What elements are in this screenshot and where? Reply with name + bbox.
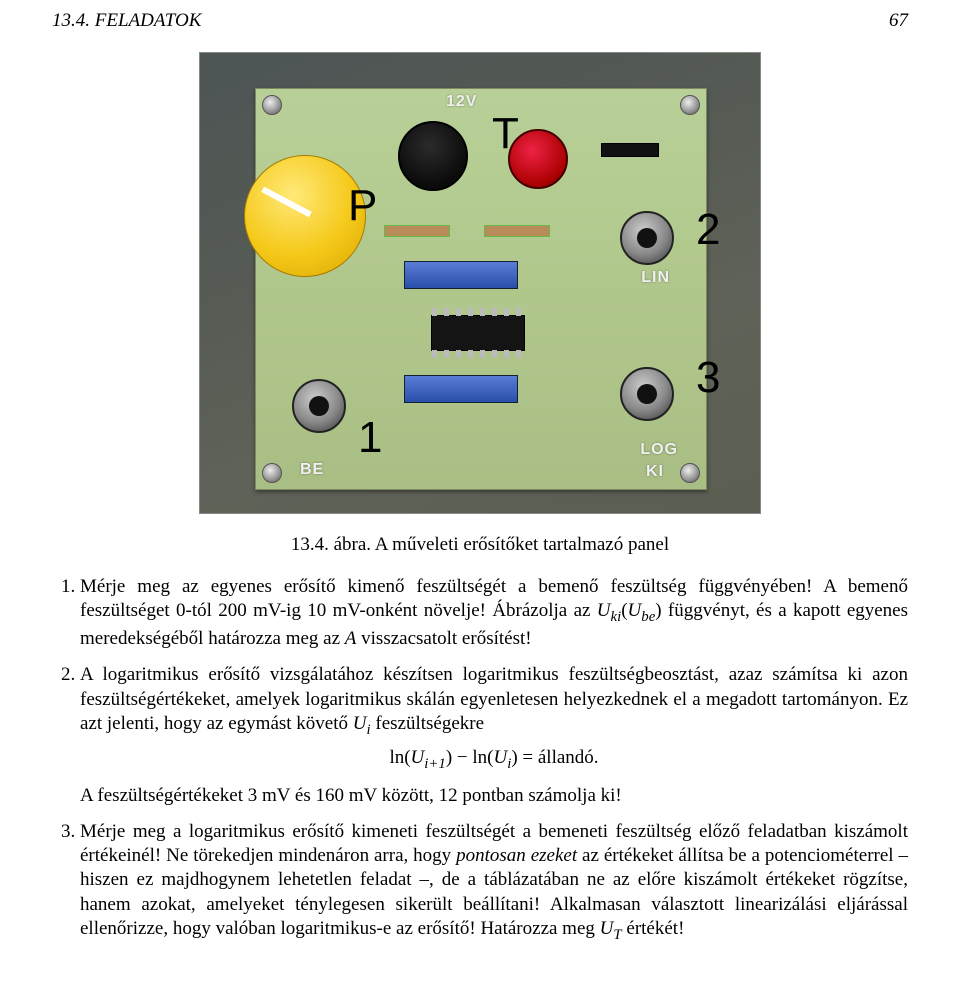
- page-number: 67: [889, 10, 908, 32]
- task-2-text-b: feszültségekre: [371, 713, 484, 734]
- ic-chip: [431, 315, 525, 351]
- task-2-equation: ln(Ui+1) − ln(Ui) = állandó.: [80, 746, 908, 774]
- overlay-P: P: [348, 181, 377, 231]
- screw-icon: [680, 95, 700, 115]
- trimmer-top: [404, 261, 518, 289]
- var-UT: UT: [600, 918, 622, 939]
- overlay-2: 2: [696, 205, 720, 255]
- task-1-end: visszacsatolt erősítést!: [356, 628, 531, 649]
- task-2: A logaritmikus erősítő vizsgálatához kés…: [80, 663, 908, 807]
- bnc-lin: [620, 211, 674, 265]
- var-A: A: [345, 628, 357, 649]
- task-3-text-c: értékét!: [622, 918, 685, 939]
- overlay-1: 1: [358, 413, 382, 463]
- resistor-icon: [484, 225, 550, 237]
- figure-caption: 13.4. ábra. A műveleti erősítőket tartal…: [291, 534, 669, 556]
- task-2-text-c: A feszültségértékeket 3 mV és 160 mV köz…: [80, 785, 622, 806]
- trimmer-bottom: [404, 375, 518, 403]
- silk-ki: KI: [646, 463, 664, 481]
- figure-13-4: 12V LIN BE LOG KI: [52, 52, 908, 556]
- silk-lin: LIN: [641, 269, 670, 287]
- silk-log: LOG: [640, 441, 678, 459]
- var-Ube: Ube: [628, 600, 656, 621]
- silk-be: BE: [300, 461, 324, 479]
- silk-12v: 12V: [446, 93, 477, 111]
- screw-icon: [262, 463, 282, 483]
- bnc-log: [620, 367, 674, 421]
- black-jack-icon: [398, 121, 468, 191]
- task-1: Mérje meg az egyenes erősítő kimenő fesz…: [80, 575, 908, 651]
- bnc-be: [292, 379, 346, 433]
- screw-icon: [262, 95, 282, 115]
- diode-icon: [601, 143, 659, 157]
- overlay-3: 3: [696, 353, 720, 403]
- overlay-T: T: [492, 109, 519, 159]
- task-2-text-a: A logaritmikus erősítő vizsgálatához kés…: [80, 664, 908, 734]
- resistor-icon: [384, 225, 450, 237]
- task-3: Mérje meg a logaritmikus erősítő kimenet…: [80, 820, 908, 945]
- var-Uki: Uki: [597, 600, 621, 621]
- header-section: 13.4. FELADATOK: [52, 10, 201, 32]
- task-list: Mérje meg az egyenes erősítő kimenő fesz…: [52, 575, 908, 945]
- var-Ui: Ui: [353, 713, 371, 734]
- screw-icon: [680, 463, 700, 483]
- task-3-em: pontosan ezeket: [456, 845, 577, 866]
- figure-box: 12V LIN BE LOG KI: [199, 52, 761, 514]
- knob-pointer-icon: [261, 187, 311, 218]
- pcb-board: 12V LIN BE LOG KI: [255, 88, 707, 490]
